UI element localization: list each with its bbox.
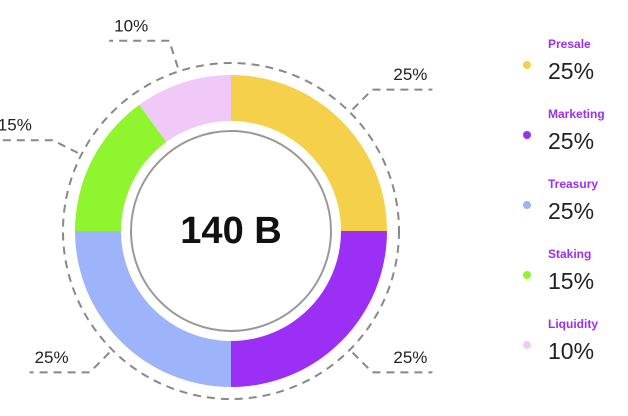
leader-line <box>29 351 111 374</box>
data-label: 15% <box>0 116 32 135</box>
data-label: 25% <box>35 348 69 367</box>
legend-value: 25% <box>548 58 594 84</box>
legend-dot <box>523 341 531 349</box>
outer-dashed-ring <box>62 62 400 400</box>
data-label: 10% <box>114 16 148 35</box>
leader-line <box>351 88 433 111</box>
legend-value: 15% <box>548 268 594 294</box>
slice <box>75 104 167 231</box>
legend-name: Marketing <box>548 107 605 121</box>
data-label: 25% <box>393 65 427 84</box>
slice <box>231 75 387 231</box>
legend-dot <box>523 271 531 279</box>
legend-dot <box>523 201 531 209</box>
center-label: 140 B <box>180 210 281 252</box>
legend-name: Treasury <box>548 177 598 191</box>
data-label: 25% <box>393 348 427 367</box>
legend-dot <box>523 61 531 69</box>
leader-line <box>0 139 79 154</box>
legend-value: 25% <box>548 198 594 224</box>
inner-ring <box>130 130 332 332</box>
legend-name: Staking <box>548 247 591 261</box>
slice <box>231 231 387 387</box>
legend-name: Liquidity <box>548 317 598 331</box>
leader-line <box>109 39 179 68</box>
legend-dot <box>523 131 531 139</box>
legend-name: Presale <box>548 37 591 51</box>
legend-value: 25% <box>548 128 594 154</box>
legend-value: 10% <box>548 338 594 364</box>
slice <box>139 75 231 143</box>
slice <box>75 231 231 387</box>
